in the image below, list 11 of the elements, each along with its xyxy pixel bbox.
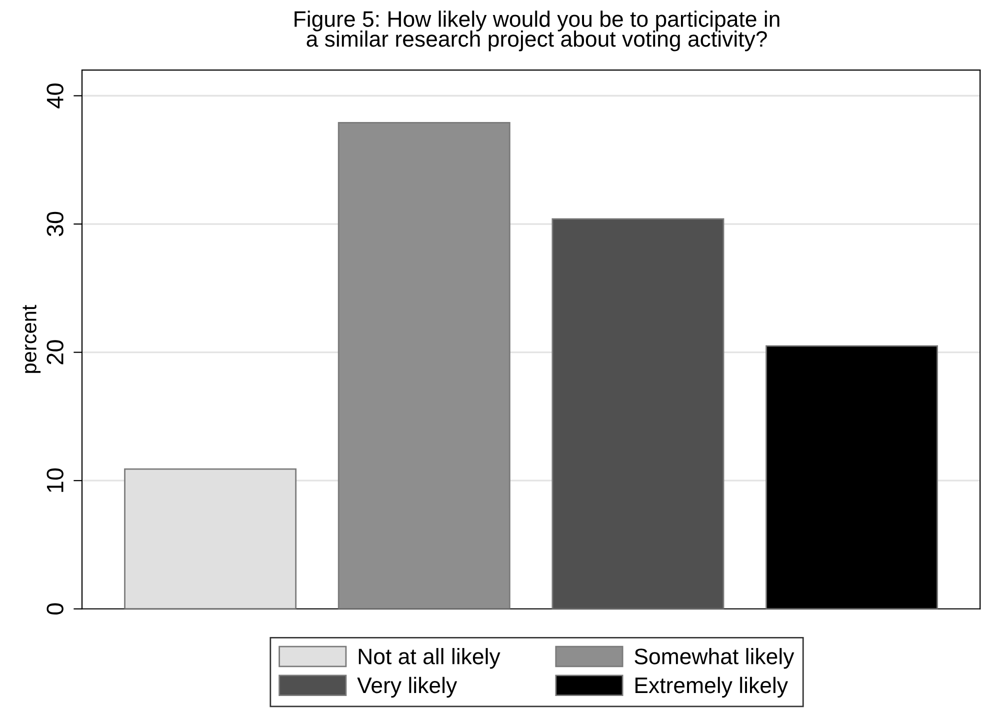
y-tick-label: 30 <box>46 212 64 236</box>
y-tick-label: 20 <box>46 340 64 364</box>
chart-title: Figure 5: How likely would you be to participate in a similar research project about voting activity? <box>294 10 780 52</box>
legend-label: Somewhat likely <box>634 648 794 669</box>
y-tick-label: 10 <box>46 468 64 492</box>
y-axis-title: percent <box>22 304 41 373</box>
legend-label: Not at all likely <box>358 648 500 669</box>
legend-label: Very likely <box>357 676 458 698</box>
legend-label: Extremely likely <box>635 676 788 698</box>
y-tick-label: 0 <box>46 603 64 615</box>
y-tick-label: 40 <box>46 84 64 108</box>
